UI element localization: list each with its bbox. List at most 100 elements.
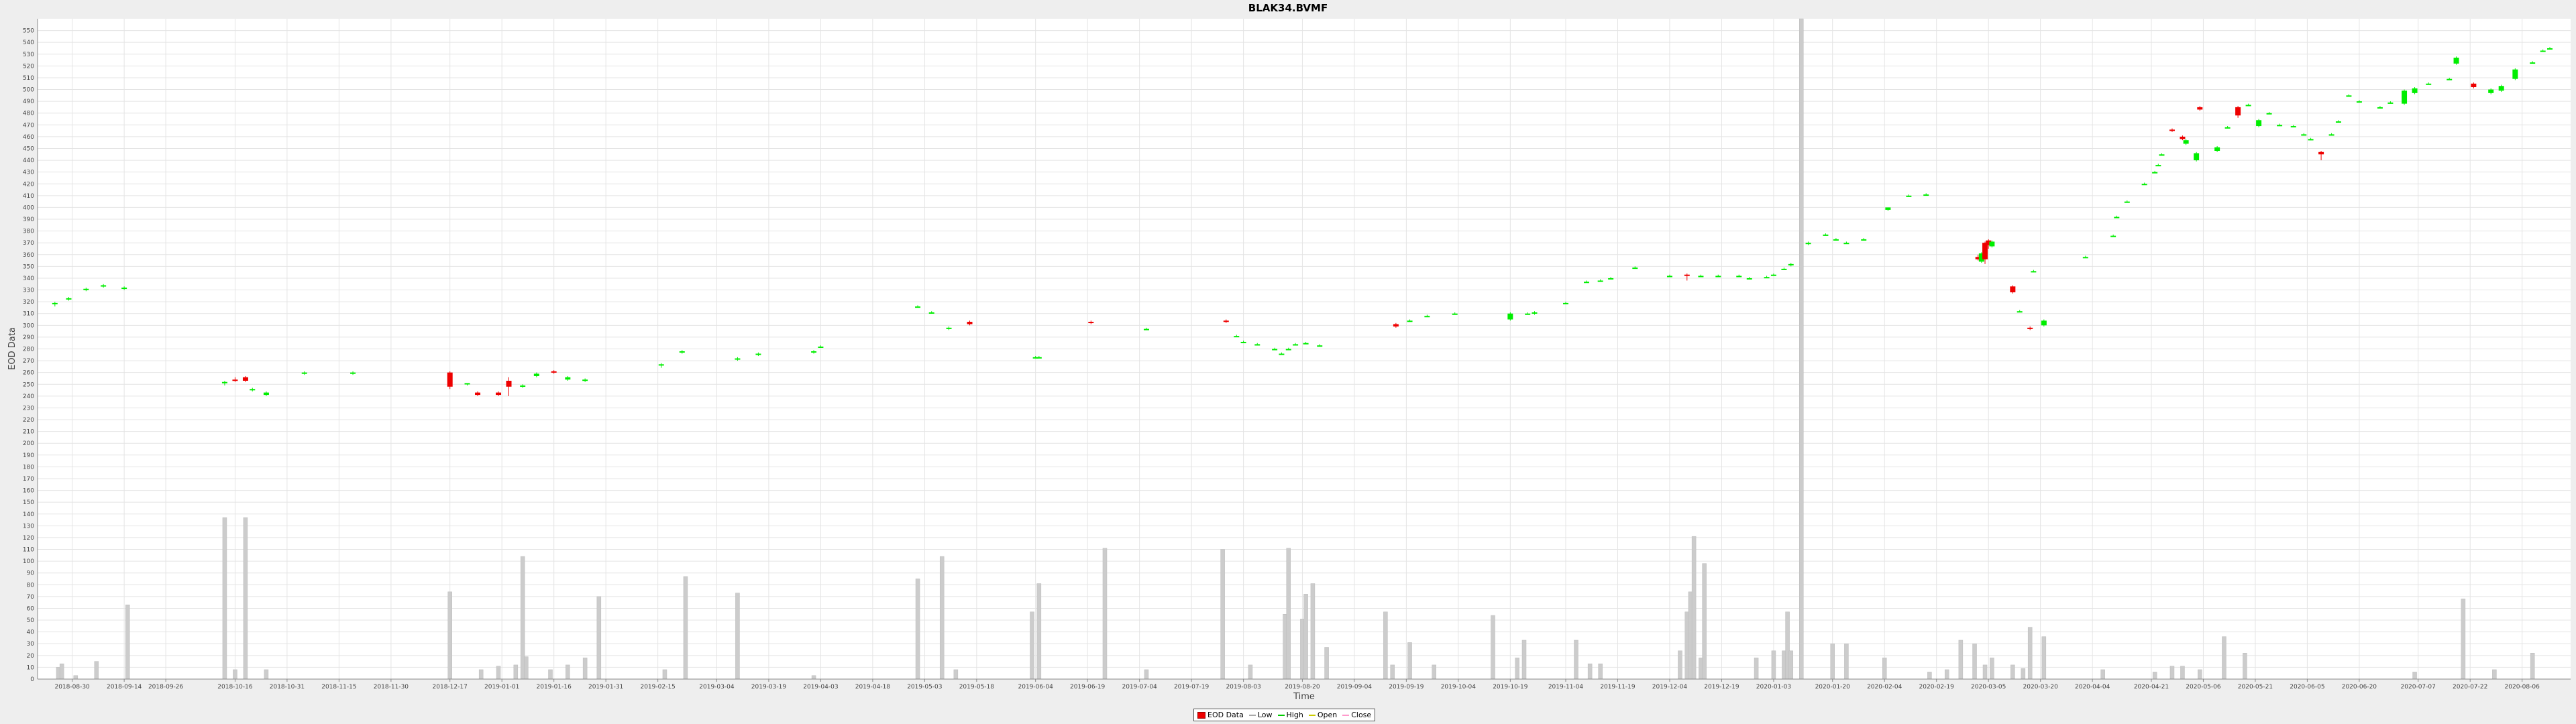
y-tick-label: 0 — [30, 676, 34, 683]
volume-bar — [1521, 640, 1527, 680]
y-tick-label: 240 — [23, 394, 34, 400]
y-tick-label: 550 — [23, 28, 34, 35]
volume-bar — [1882, 658, 1887, 680]
volume-bar — [1691, 536, 1697, 680]
y-tick-label: 450 — [23, 145, 34, 152]
y-tick-label: 180 — [23, 464, 34, 471]
candle-body — [232, 379, 238, 381]
y-tick-label: 140 — [23, 511, 34, 518]
candle-body — [1407, 320, 1413, 322]
candle-body — [350, 372, 356, 374]
x-tick-label: 2019-03-19 — [751, 684, 787, 690]
y-tick-label: 440 — [23, 158, 34, 164]
candle-body — [1285, 349, 1291, 351]
candle-body — [2402, 90, 2408, 104]
x-tick-label: 2020-07-22 — [2453, 684, 2487, 690]
candle-body — [496, 392, 502, 396]
candle-body — [2308, 139, 2314, 141]
volume-bar — [1982, 664, 1988, 680]
candle-body — [1885, 207, 1891, 210]
candle-body — [2335, 121, 2341, 123]
x-tick-label: 2018-11-15 — [321, 684, 356, 690]
x-tick-label: 2019-12-19 — [1704, 684, 1739, 690]
candle-body — [1272, 349, 1278, 351]
x-tick-label: 2020-05-21 — [2238, 684, 2273, 690]
x-tick-label: 2019-08-20 — [1285, 684, 1320, 690]
x-tick-label: 2019-11-19 — [1600, 684, 1635, 690]
volume-bar — [2412, 672, 2417, 680]
y-tick-label: 370 — [23, 240, 34, 247]
candle-body — [1805, 243, 1811, 245]
candle-body — [1254, 344, 1260, 346]
y-tick-label: 420 — [23, 181, 34, 188]
y-tick-label: 50 — [27, 617, 35, 624]
legend-item-high: High — [1277, 711, 1303, 719]
volume-bar — [243, 517, 248, 680]
volume-bar — [1030, 611, 1034, 680]
chart-title: BLAK34.BVMF — [1248, 2, 1328, 14]
volume-bar — [2169, 666, 2175, 680]
x-tick-label: 2020-03-05 — [1971, 684, 2006, 690]
y-tick-label: 280 — [23, 347, 34, 353]
x-tick-label: 2018-08-30 — [54, 684, 90, 690]
y-tick-label: 300 — [23, 322, 34, 329]
axes — [37, 19, 2571, 680]
x-tick-label: 2020-06-20 — [2342, 684, 2377, 690]
candle-body — [2540, 50, 2546, 52]
candle-body — [221, 381, 227, 383]
candle-body — [1234, 336, 1240, 338]
candle-body — [1303, 343, 1309, 345]
x-tick-label: 2018-09-26 — [148, 684, 184, 690]
y-tick-label: 530 — [23, 52, 34, 58]
candle-body — [1240, 341, 1246, 343]
y-tick-label: 500 — [23, 87, 34, 94]
candle-body — [1781, 268, 1787, 270]
y-tick-label: 400 — [23, 204, 34, 211]
candle-body — [533, 373, 539, 376]
candle-body — [2530, 62, 2536, 64]
candle-body — [1982, 243, 1988, 259]
x-tick-label: 2020-05-06 — [2186, 684, 2221, 690]
volume-bar — [2222, 636, 2226, 680]
legend-label-high: High — [1286, 711, 1303, 719]
volume-bar — [662, 669, 667, 680]
candle-body — [565, 377, 571, 380]
candle-body — [915, 306, 921, 308]
y-tick-label: 350 — [23, 263, 34, 270]
x-tick-labels: 2018-08-30 2018-09-14 2018-09-26 2018-10-16… — [54, 684, 2540, 690]
x-tick-label: 2019-07-04 — [1122, 684, 1157, 690]
candle-body — [2183, 140, 2189, 144]
volume-bar — [2180, 666, 2185, 680]
y-tick-label: 200 — [23, 440, 34, 447]
y-tick-label: 310 — [23, 311, 34, 318]
candle-body — [2152, 172, 2158, 174]
candle-body — [2155, 165, 2161, 167]
x-axis-label: Time — [1293, 692, 1315, 702]
candle-body — [582, 379, 588, 381]
candle-body — [1788, 263, 1794, 265]
y-tick-label: 70 — [27, 594, 35, 601]
volume-bar — [222, 517, 227, 680]
candle-body — [1861, 239, 1867, 241]
candle-body — [1666, 276, 1672, 278]
candle-body — [1279, 353, 1285, 355]
x-tick-label: 2019-05-03 — [907, 684, 942, 690]
y-tick-label: 20 — [27, 653, 35, 660]
volume-bar — [596, 596, 602, 680]
x-tick-label: 2020-04-04 — [2075, 684, 2110, 690]
legend-swatch-high — [1277, 714, 1285, 716]
y-tick-label: 40 — [27, 629, 35, 636]
candle-body — [679, 351, 685, 353]
x-tick-label: 2018-09-14 — [107, 684, 142, 690]
x-tick-label: 2018-10-31 — [270, 684, 305, 690]
volume-bar — [1324, 647, 1329, 680]
candle-body — [2245, 105, 2251, 107]
volume-bar — [1574, 640, 1578, 680]
x-tick-label: 2018-11-30 — [374, 684, 409, 690]
candle-body — [2488, 89, 2494, 93]
y-tick-label: 480 — [23, 111, 34, 117]
volume-bar — [1990, 658, 1994, 680]
candle-body — [2114, 217, 2120, 219]
candle-body — [1036, 357, 1042, 359]
candle-body — [1906, 195, 1912, 197]
